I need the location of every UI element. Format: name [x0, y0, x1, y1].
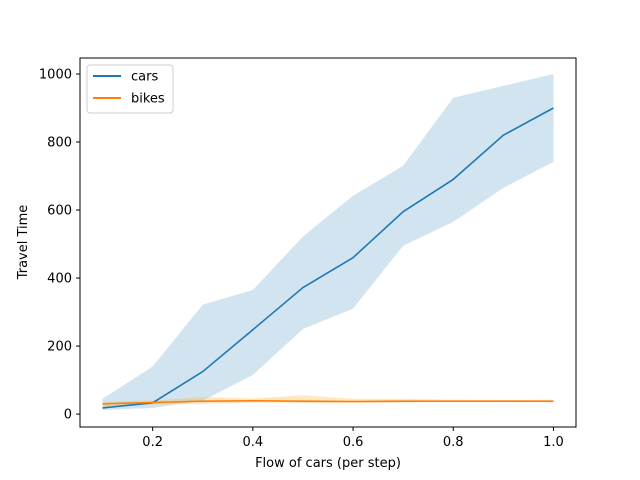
y-tick-label: 0 [64, 408, 72, 423]
x-axis-label: Flow of cars (per step) [255, 456, 401, 471]
x-tick-label: 0.8 [443, 435, 464, 450]
legend: cars bikes [86, 64, 174, 114]
y-tick-label: 600 [47, 204, 72, 219]
y-axis-label: Travel Time [16, 205, 31, 281]
x-tick-label: 1.0 [543, 435, 564, 450]
y-tick-label: 800 [47, 136, 72, 151]
y-tick-label: 400 [47, 272, 72, 287]
y-tick-label: 1000 [39, 67, 72, 82]
x-tick-label: 0.2 [142, 435, 163, 450]
band-cars [102, 73, 554, 410]
x-tick-label: 0.6 [343, 435, 364, 450]
x-tick-label: 0.4 [243, 435, 264, 450]
y-axis-ticks: 0 200 400 600 800 1000 [39, 67, 80, 423]
series-lines [102, 107, 554, 409]
confidence-bands [102, 73, 554, 410]
legend-label-cars: cars [131, 70, 158, 85]
y-tick-label: 200 [47, 340, 72, 355]
x-axis-ticks: 0.2 0.4 0.6 0.8 1.0 [142, 427, 564, 450]
plot-frame [79, 57, 577, 428]
legend-label-bikes: bikes [131, 92, 165, 107]
series-line-bikes [102, 400, 554, 405]
series-line-cars [102, 107, 554, 409]
